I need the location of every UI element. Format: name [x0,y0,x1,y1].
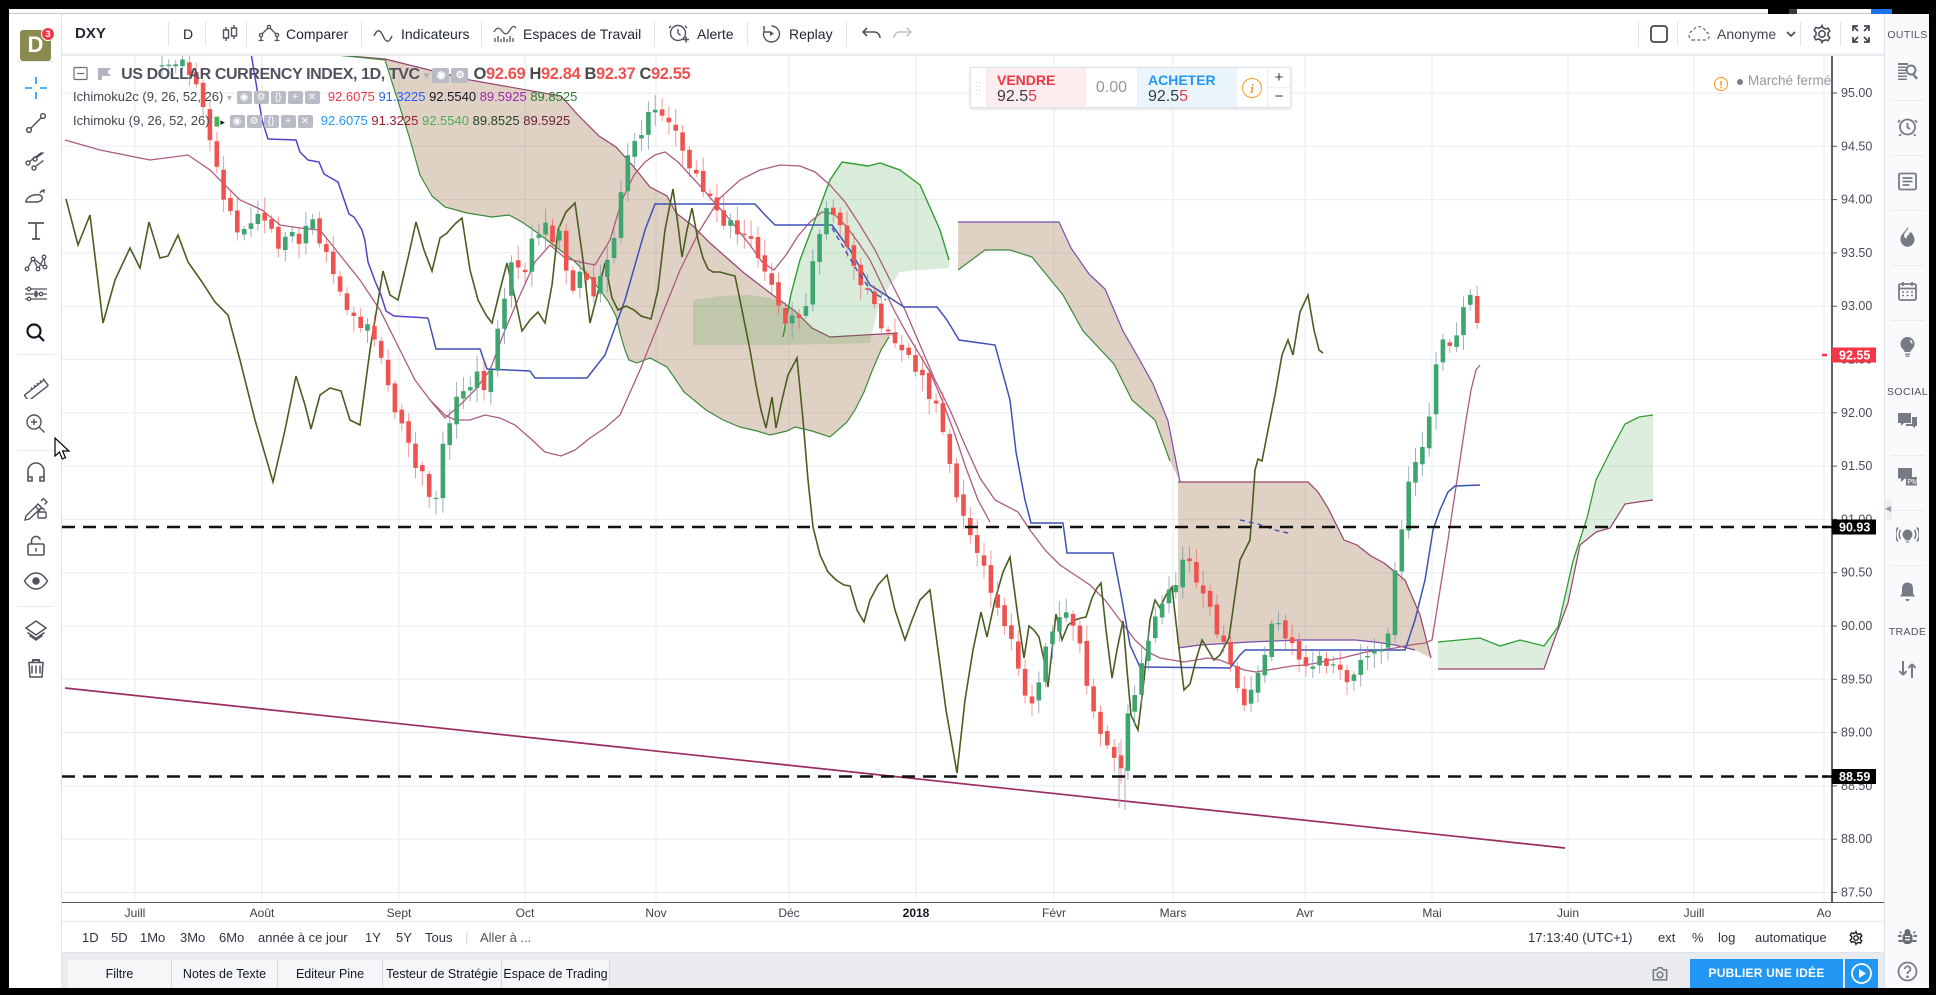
svg-text:91.50: 91.50 [1841,459,1872,473]
svg-text:94.00: 94.00 [1841,193,1872,207]
svg-text:88.59: 88.59 [1839,770,1870,784]
svg-text:88.00: 88.00 [1841,832,1872,846]
svg-text:PM: PM [1908,479,1919,486]
svg-text:92.00: 92.00 [1841,406,1872,420]
svg-text:95.00: 95.00 [1841,86,1872,100]
svg-text:89.00: 89.00 [1841,726,1872,740]
svg-text:89.50: 89.50 [1841,672,1872,686]
svg-text:93.00: 93.00 [1841,299,1872,313]
svg-text:87.50: 87.50 [1841,886,1872,900]
svg-text:94.50: 94.50 [1841,139,1872,153]
svg-text:93.50: 93.50 [1841,246,1872,260]
svg-text:90.93: 90.93 [1839,521,1870,535]
svg-text:92.55: 92.55 [1839,349,1870,363]
svg-text:90.00: 90.00 [1841,619,1872,633]
svg-text:90.50: 90.50 [1841,566,1872,580]
